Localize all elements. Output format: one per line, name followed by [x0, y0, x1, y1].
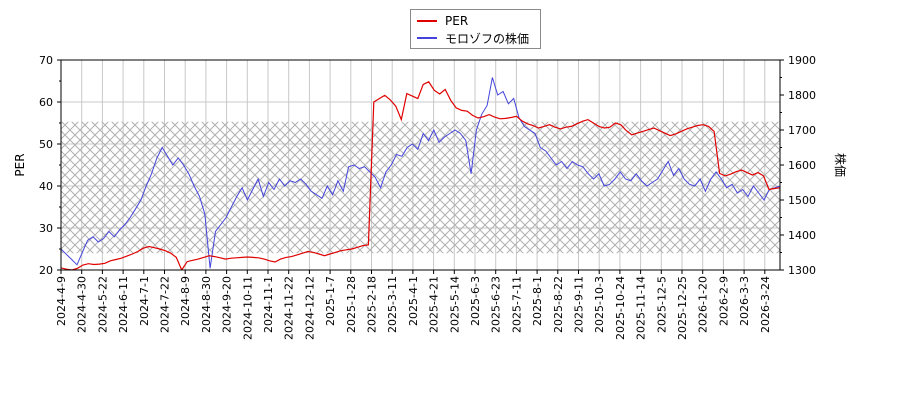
- svg-text:2025-4-21: 2025-4-21: [428, 276, 441, 333]
- svg-text:2025-4-1: 2025-4-1: [407, 276, 420, 326]
- legend-label-price: モロゾフの株価: [445, 31, 530, 46]
- svg-text:2024-12-12: 2024-12-12: [303, 276, 316, 340]
- svg-text:2024-9-20: 2024-9-20: [221, 276, 234, 333]
- svg-text:2025-5-14: 2025-5-14: [448, 276, 461, 333]
- legend-item-per: PER: [417, 13, 468, 29]
- legend: PER モロゾフの株価: [410, 9, 541, 49]
- svg-text:2025-6-3: 2025-6-3: [469, 276, 482, 326]
- svg-text:1300: 1300: [788, 264, 816, 277]
- svg-text:2025-9-11: 2025-9-11: [573, 276, 586, 333]
- svg-text:2025-8-1: 2025-8-1: [531, 276, 544, 326]
- svg-text:2026-3-24: 2026-3-24: [759, 276, 772, 333]
- per-line-swatch-icon: [417, 20, 437, 22]
- svg-text:20: 20: [39, 264, 53, 277]
- svg-text:2025-11-14: 2025-11-14: [635, 276, 648, 340]
- svg-text:2025-2-18: 2025-2-18: [366, 276, 379, 333]
- price-line-swatch-icon: [417, 37, 437, 39]
- left-axis-ticks: 20 30 40 50 60 70: [39, 54, 61, 277]
- svg-text:2025-6-23: 2025-6-23: [490, 276, 503, 333]
- legend-label-per: PER: [445, 14, 469, 28]
- shaded-band: [61, 121, 780, 254]
- svg-text:2024-11-22: 2024-11-22: [283, 276, 296, 340]
- svg-text:2026-3-3: 2026-3-3: [738, 276, 751, 326]
- svg-text:2025-10-24: 2025-10-24: [614, 276, 627, 340]
- svg-text:2025-12-5: 2025-12-5: [655, 276, 668, 333]
- svg-text:50: 50: [39, 138, 53, 151]
- right-axis-label: 株価: [833, 153, 848, 177]
- left-axis-label: PER: [13, 153, 27, 176]
- svg-text:2024-11-1: 2024-11-1: [262, 276, 275, 333]
- svg-text:2025-1-7: 2025-1-7: [324, 276, 337, 326]
- svg-text:1700: 1700: [788, 124, 816, 137]
- svg-text:2024-8-9: 2024-8-9: [179, 276, 192, 326]
- svg-text:2025-7-11: 2025-7-11: [510, 276, 523, 333]
- svg-text:1400: 1400: [788, 229, 816, 242]
- svg-text:2025-3-11: 2025-3-11: [386, 276, 399, 333]
- svg-text:2024-8-30: 2024-8-30: [200, 276, 213, 333]
- svg-text:70: 70: [39, 54, 53, 67]
- per-line: [61, 81, 780, 270]
- svg-text:2025-10-3: 2025-10-3: [593, 276, 606, 333]
- svg-text:2025-8-22: 2025-8-22: [552, 276, 565, 333]
- svg-text:1800: 1800: [788, 89, 816, 102]
- svg-text:2024-5-22: 2024-5-22: [96, 276, 109, 333]
- svg-text:2024-4-9: 2024-4-9: [55, 276, 68, 326]
- svg-text:2026-1-20: 2026-1-20: [697, 276, 710, 333]
- x-axis-ticks: 2024-4-9 2024-4-30 2024-5-22 2024-6-11 2024-…: [55, 270, 772, 340]
- svg-text:40: 40: [39, 180, 53, 193]
- svg-text:60: 60: [39, 96, 53, 109]
- svg-text:2024-7-22: 2024-7-22: [159, 276, 172, 333]
- svg-text:2026-2-9: 2026-2-9: [717, 276, 730, 326]
- right-axis-ticks: 1300 1400 1500 1600 1700 1800 1900: [780, 54, 816, 277]
- svg-text:2024-10-11: 2024-10-11: [241, 276, 254, 340]
- svg-text:1900: 1900: [788, 54, 816, 67]
- svg-text:30: 30: [39, 222, 53, 235]
- legend-item-price: モロゾフの株価: [417, 30, 529, 46]
- svg-text:2024-7-1: 2024-7-1: [138, 276, 151, 326]
- svg-text:2025-12-25: 2025-12-25: [676, 276, 689, 340]
- svg-text:2024-4-30: 2024-4-30: [76, 276, 89, 333]
- svg-text:2025-1-28: 2025-1-28: [345, 276, 358, 333]
- price-line: [61, 77, 780, 269]
- svg-text:1600: 1600: [788, 159, 816, 172]
- svg-text:1500: 1500: [788, 194, 816, 207]
- svg-text:2024-6-11: 2024-6-11: [117, 276, 130, 333]
